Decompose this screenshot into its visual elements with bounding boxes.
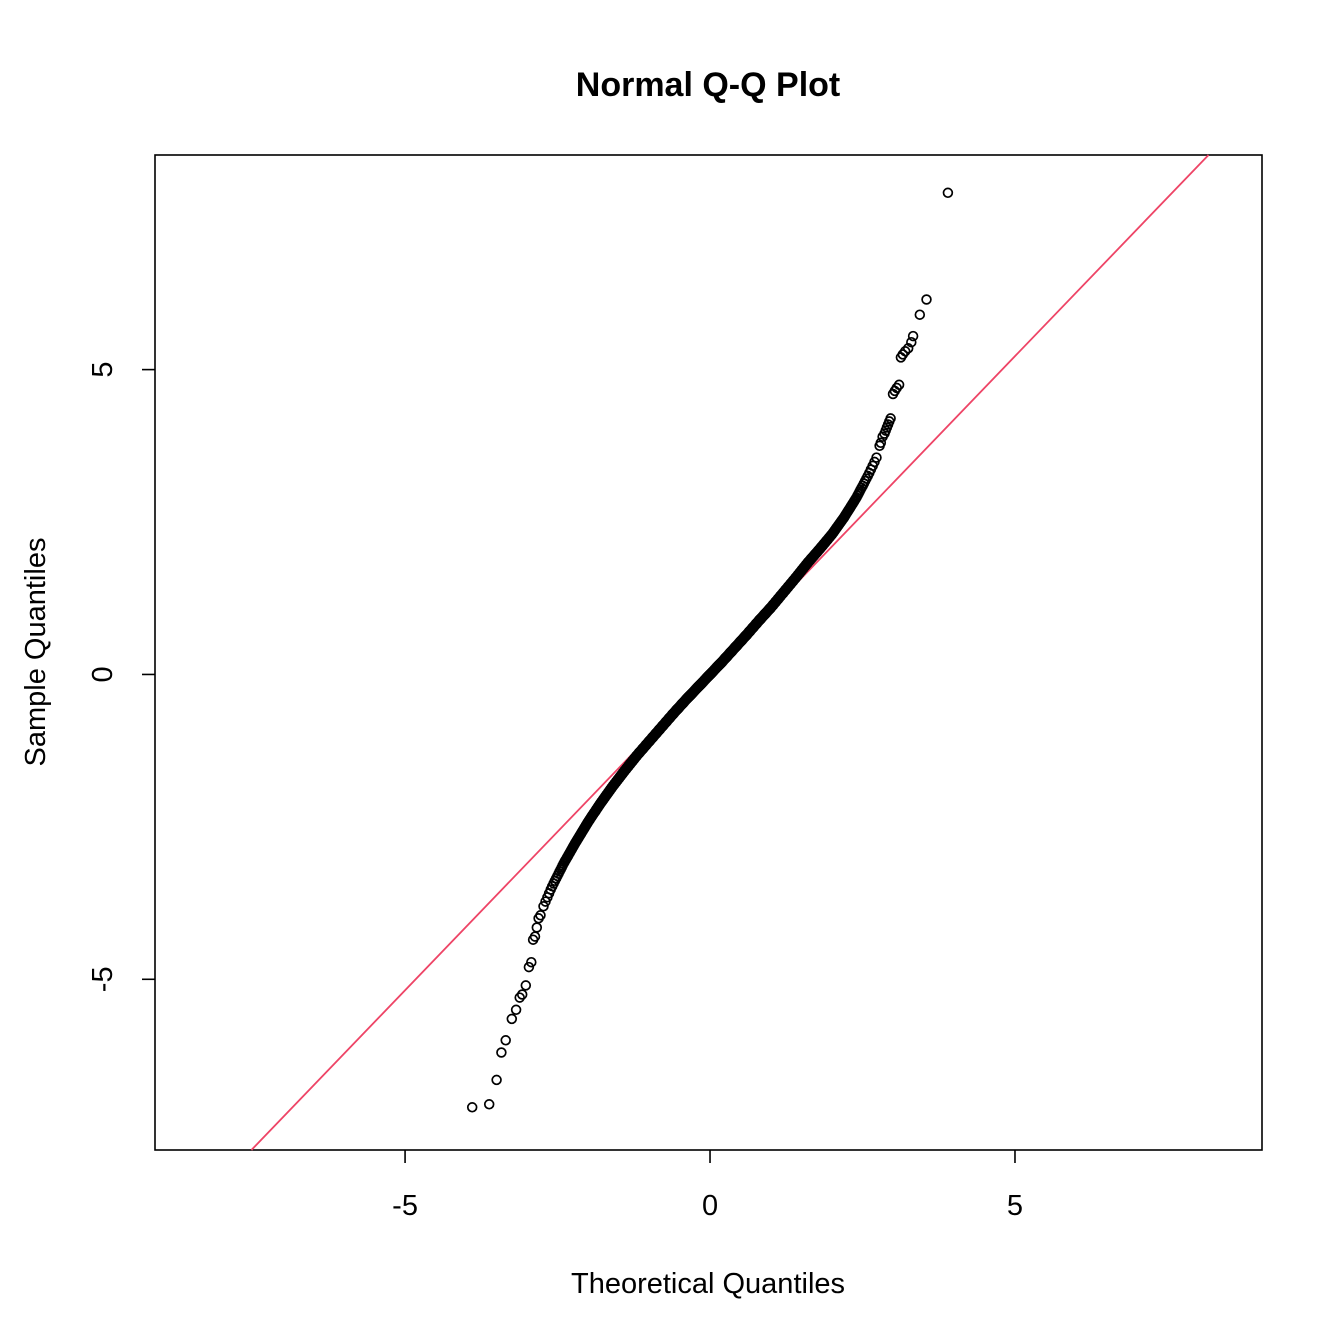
data-point [942, 187, 954, 199]
data-point [914, 309, 926, 320]
data-point [510, 1004, 522, 1016]
data-point [891, 382, 902, 394]
data-point [906, 336, 917, 348]
data-point [466, 1102, 478, 1113]
x-axis-label: Theoretical Quantiles [571, 1268, 845, 1300]
data-point [902, 343, 914, 354]
y-tick-label: 0 [87, 666, 119, 682]
data-point [523, 961, 535, 973]
y-tick-label: 5 [87, 362, 119, 378]
data-point [491, 1074, 502, 1086]
data-point [535, 910, 546, 921]
x-tick-label: 5 [1007, 1190, 1023, 1222]
data-point [893, 379, 905, 391]
data-point [897, 349, 909, 360]
data-point [526, 956, 537, 968]
x-tick-label: -5 [392, 1190, 418, 1222]
data-point [506, 1013, 518, 1025]
y-axis-label: Sample Quantiles [20, 538, 52, 767]
data-point [483, 1099, 495, 1110]
data-point [496, 1047, 507, 1058]
data-point [500, 1035, 511, 1046]
x-tick-label: 0 [702, 1190, 718, 1222]
x-axis-ticks: -5 0 5 [392, 1150, 1023, 1222]
data-point [531, 922, 543, 933]
plot-border [154, 154, 1263, 1151]
data-point [871, 452, 882, 463]
data-point [921, 294, 932, 305]
data-point [885, 413, 896, 424]
data-point [899, 346, 911, 357]
scatter-points [466, 187, 954, 1113]
data-point [516, 989, 528, 1000]
y-tick-label: -5 [87, 966, 119, 992]
data-point [514, 992, 525, 1003]
data-point [907, 330, 919, 342]
data-point [520, 980, 532, 991]
data-point [875, 437, 887, 449]
y-axis-ticks: -5 0 5 [87, 362, 155, 992]
chart-title: Normal Q-Q Plot [576, 66, 840, 104]
data-point [538, 901, 549, 912]
